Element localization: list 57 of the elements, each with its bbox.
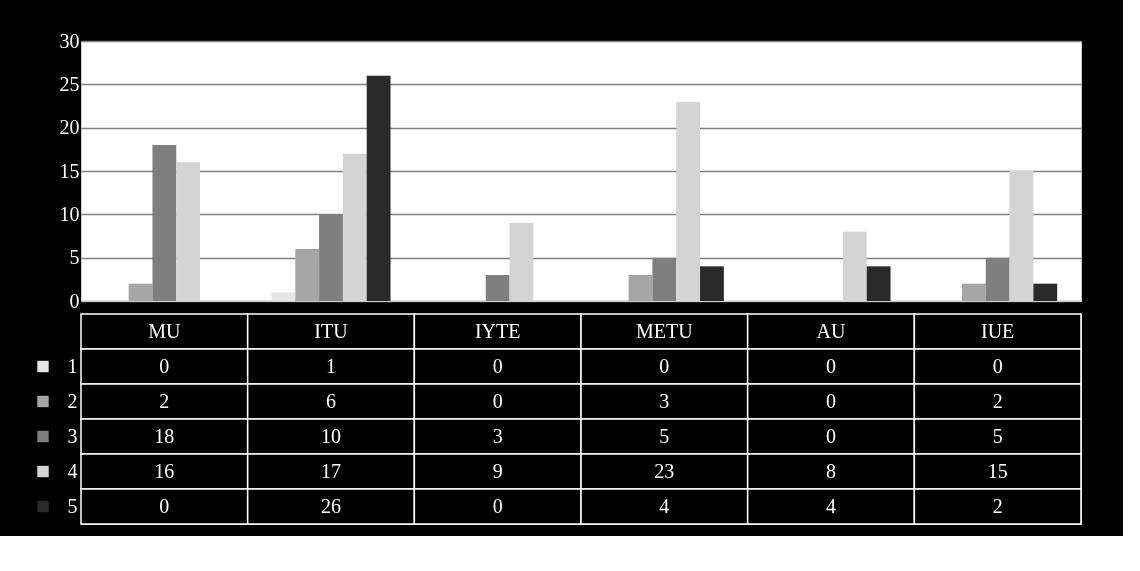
data-label: 0 (492, 389, 503, 412)
data-label: 23 (654, 459, 675, 482)
legend-label: 4 (67, 459, 78, 482)
data-label: 9 (492, 459, 503, 482)
data-label: 16 (154, 459, 175, 482)
y-tick-label: 10 (59, 202, 80, 225)
legend-label: 2 (67, 389, 78, 412)
x-tick-label: IYTE (474, 319, 521, 342)
y-tick-label: 5 (69, 246, 80, 269)
data-label: 0 (826, 424, 836, 447)
x-tick-label: ITU (314, 319, 349, 342)
x-tick-label: AU (816, 319, 846, 342)
data-label: 18 (154, 424, 175, 447)
y-tick-label: 0 (69, 289, 80, 312)
x-tick-label: MU (148, 319, 181, 342)
bar (485, 275, 510, 301)
bar (700, 266, 724, 301)
bar (961, 283, 986, 301)
data-label: 4 (659, 494, 670, 517)
y-tick-label: 25 (59, 72, 80, 95)
data-label: 0 (492, 354, 503, 377)
data-label: 0 (826, 354, 836, 377)
data-label: 0 (159, 354, 170, 377)
data-label: 15 (987, 459, 1008, 482)
data-label: 0 (826, 389, 836, 412)
x-tick-label: METU (636, 319, 694, 342)
data-label: 0 (992, 354, 1003, 377)
bar (628, 275, 653, 301)
x-tick-label: IUE (981, 319, 1015, 342)
y-tick-label: 20 (59, 116, 80, 139)
legend-label: 1 (67, 354, 78, 377)
bar (128, 283, 153, 301)
bar (295, 249, 320, 301)
data-label: 0 (659, 354, 670, 377)
data-label: 0 (159, 494, 170, 517)
data-label: 3 (659, 389, 670, 412)
data-label: 2 (992, 494, 1003, 517)
data-label: 2 (992, 389, 1003, 412)
data-label: 8 (826, 459, 836, 482)
data-label: 2 (159, 389, 170, 412)
data-label: 3 (492, 424, 503, 447)
data-label: 4 (826, 494, 836, 517)
data-label: 5 (659, 424, 670, 447)
bar (866, 266, 891, 301)
data-label: 0 (492, 494, 503, 517)
data-label: 17 (321, 459, 341, 482)
data-label: 10 (321, 424, 341, 447)
bar (1033, 283, 1058, 301)
data-label: 26 (321, 494, 341, 517)
data-label: 6 (326, 389, 336, 412)
y-tick-label: 15 (59, 159, 80, 182)
data-label: 1 (326, 354, 336, 377)
data-label: 5 (992, 424, 1003, 447)
bar (271, 292, 296, 301)
bar (366, 75, 391, 301)
y-tick-label: 30 (59, 29, 80, 52)
legend-label: 3 (67, 424, 78, 447)
